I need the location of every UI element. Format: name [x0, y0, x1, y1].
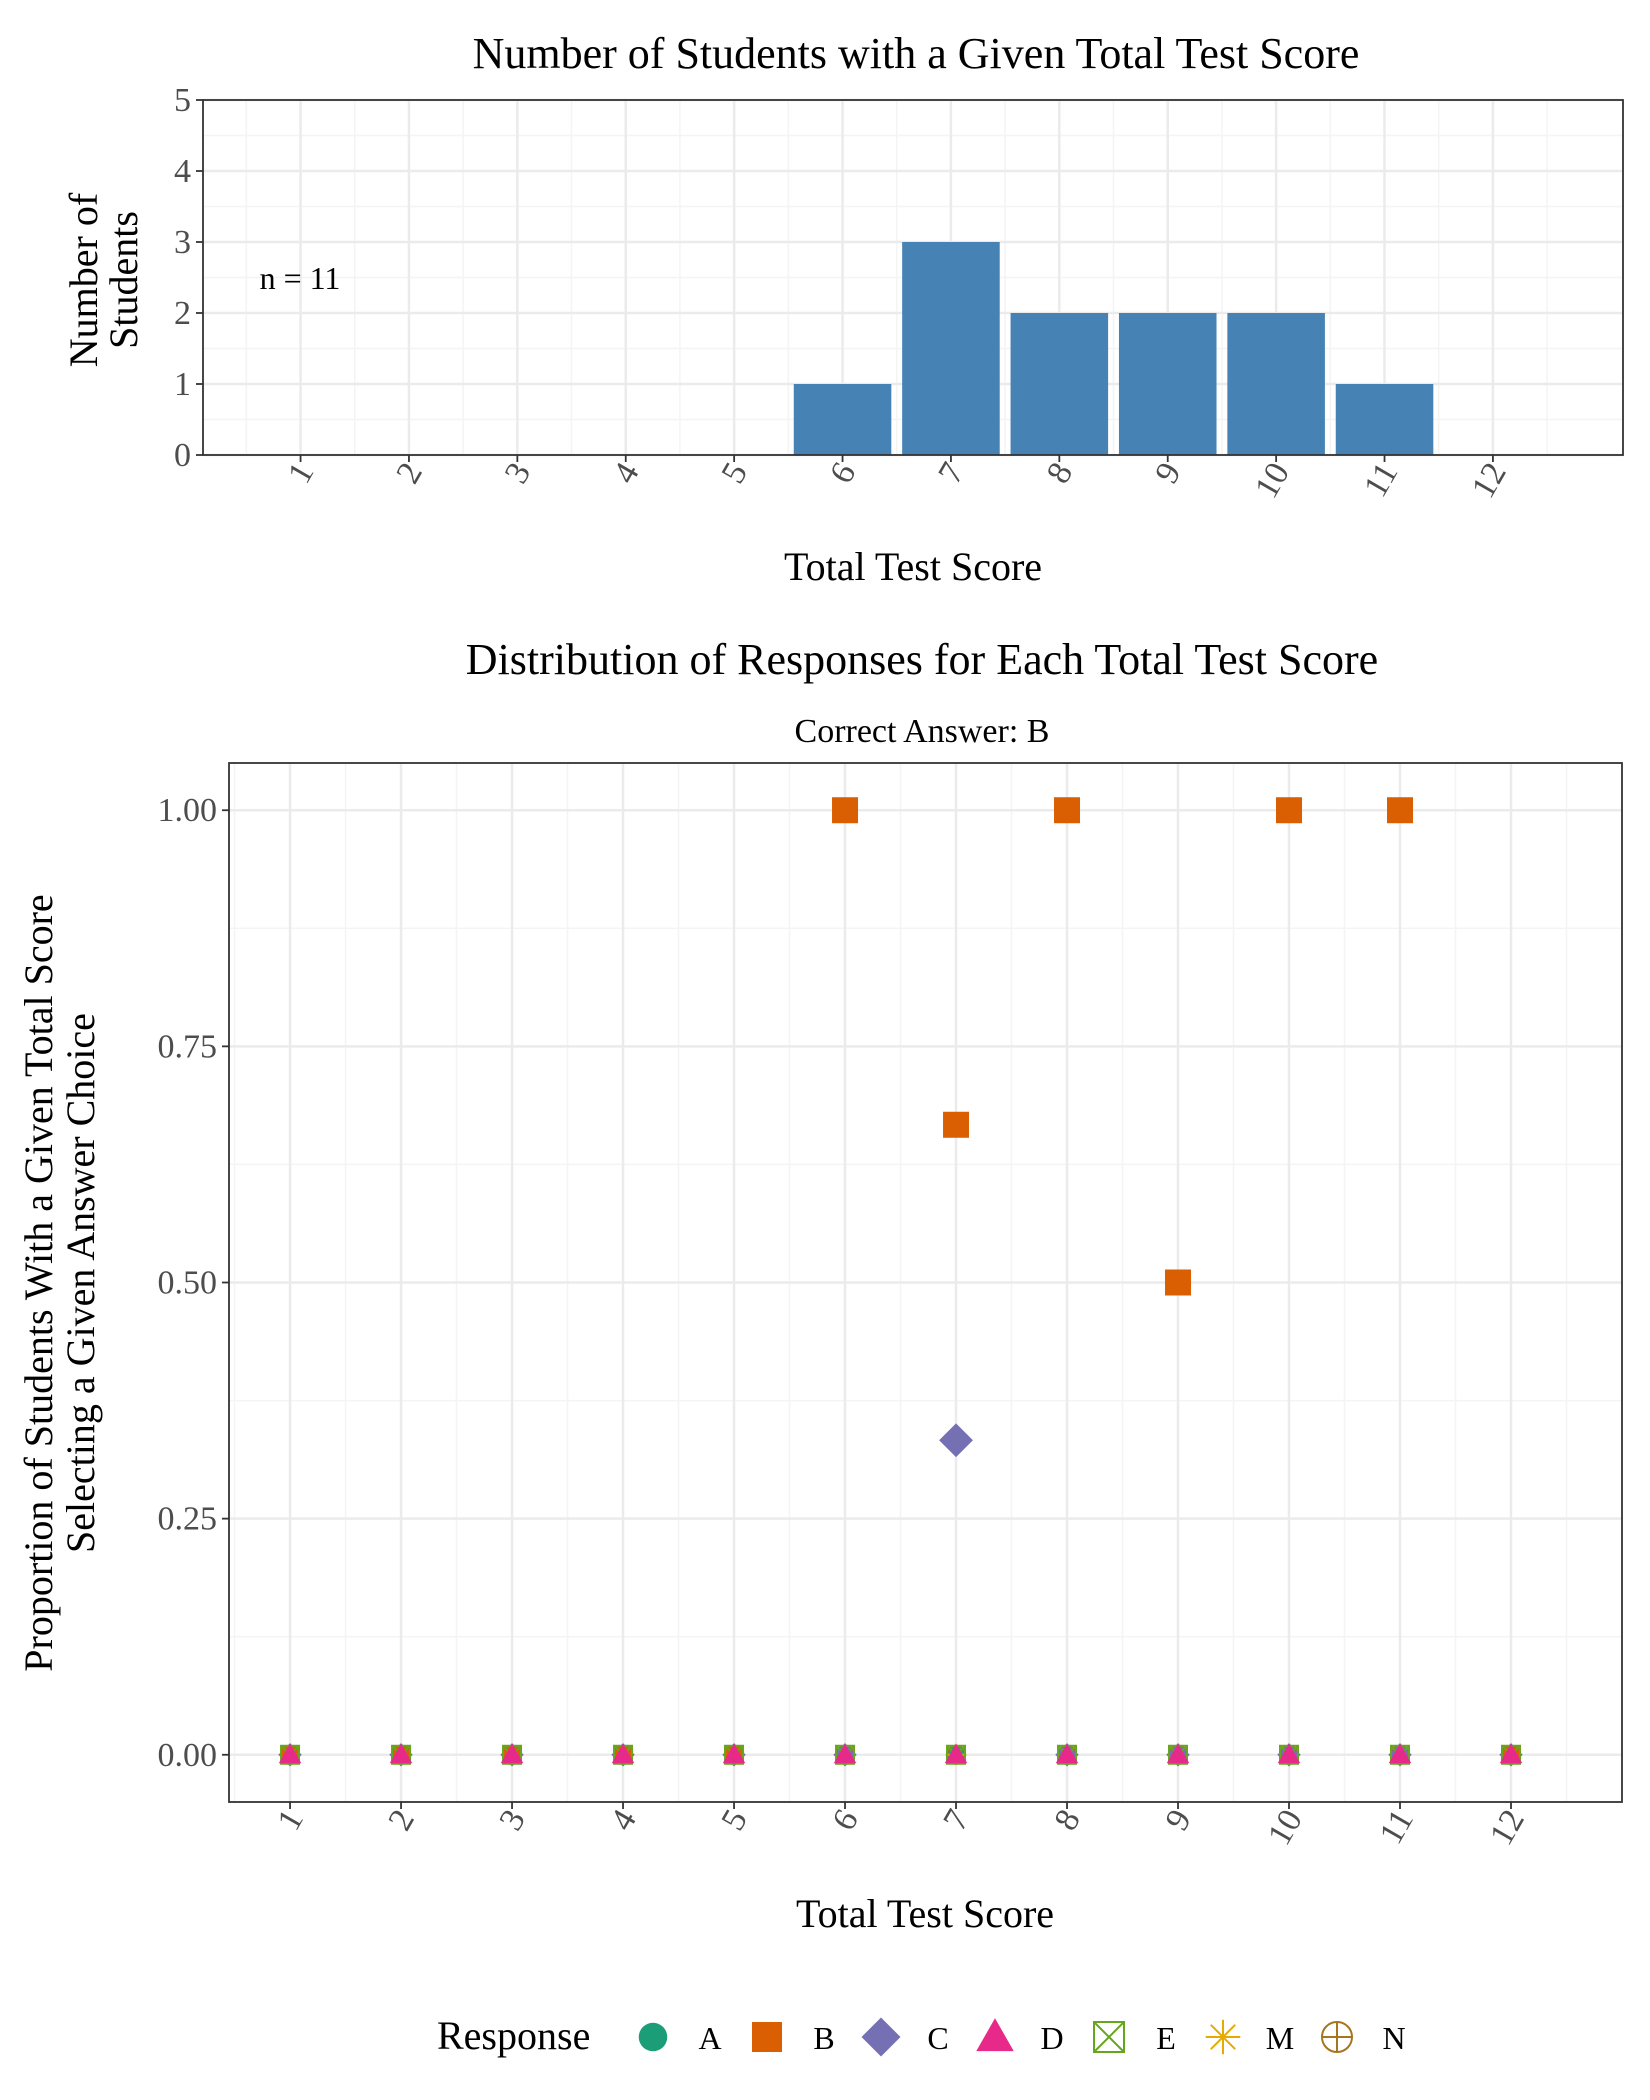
chart2-y-tick-label: 0.50 [158, 1265, 218, 1302]
chart1-x-tick-label: 11 [1357, 457, 1405, 504]
chart1-x-tick-label: 10 [1248, 457, 1297, 505]
chart1-title: Number of Students with a Given Total Te… [473, 29, 1360, 78]
chart2-subtitle: Correct Answer: B [795, 713, 1050, 750]
chart1-x-label: Total Test Score [784, 544, 1042, 589]
response-distribution-chart: Distribution of Responses for Each Total… [16, 635, 1623, 1936]
point-c-score-7 [939, 1423, 973, 1458]
legend-key-b [752, 2022, 782, 2052]
chart1-panel-border [202, 99, 1624, 456]
legend-key-a [638, 2022, 668, 2052]
bar-score-10 [1227, 313, 1325, 455]
chart2-y-label: Proportion of Students With a Given Tota… [16, 894, 103, 1671]
chart1-x-axis: 1 2 3 4 5 6 7 8 9 10 11 12 [281, 455, 1514, 504]
legend-item-b: B [752, 2020, 835, 2056]
chart2-y-tick-label: 0.75 [158, 1028, 218, 1065]
legend-item-n: N [1321, 2020, 1406, 2056]
chart2-x-axis: 1 2 3 4 5 6 7 8 9 10 11 12 [270, 1802, 1532, 1852]
chart2-y-tick-label: 1.00 [158, 792, 218, 829]
chart1-x-tick-label: 12 [1465, 457, 1514, 505]
legend-item-m: M [1205, 2019, 1294, 2056]
point-d-score-11 [1388, 1743, 1412, 1764]
legend-label-c: C [927, 2020, 948, 2056]
point-d-score-4 [611, 1743, 635, 1764]
chart2-points [278, 797, 1523, 1767]
chart2-y-tick-label: 0.25 [158, 1501, 218, 1538]
bar-score-11 [1335, 384, 1434, 455]
chart2-y-label-line1: Proportion of Students With a Given Tota… [16, 894, 61, 1671]
bar-score-7 [902, 242, 1000, 455]
point-d-score-5 [722, 1743, 746, 1764]
legend-item-c: C [861, 2017, 949, 2057]
chart1-y-tick-label: 1 [174, 366, 191, 403]
legend-key-m [1205, 2019, 1241, 2055]
legend-label-n: N [1382, 2020, 1405, 2056]
legend-label-b: B [813, 2020, 834, 2056]
chart1-y-axis: 0 1 2 3 4 5 [174, 82, 203, 474]
legend-key-e [1093, 2021, 1125, 2053]
chart2-y-tick-label: 0.00 [158, 1737, 218, 1774]
point-d-score-6 [833, 1743, 857, 1764]
legend-label-m: M [1266, 2020, 1294, 2056]
point-b-score-8 [1054, 797, 1081, 824]
bar-score-9 [1118, 313, 1217, 455]
point-b-score-10 [1276, 797, 1303, 824]
chart1-bars [793, 242, 1434, 455]
legend-label-e: E [1156, 2020, 1176, 2056]
legend-item-d: D [976, 2018, 1064, 2056]
chart2-y-label-line2: Selecting a Given Answer Choice [58, 1013, 103, 1553]
legend-key-d [976, 2018, 1014, 2052]
chart2-x-tick-label: 10 [1261, 1804, 1310, 1852]
chart1-y-tick-label: 4 [174, 153, 191, 190]
chart2-grid [229, 763, 1622, 1802]
chart1-y-label-line1: Number of [61, 192, 106, 367]
chart1-y-label-line2: Students [101, 211, 146, 349]
point-d-score-2 [389, 1743, 413, 1764]
chart2-x-tick-label: 11 [1373, 1804, 1421, 1851]
point-d-score-7 [944, 1743, 968, 1764]
legend-item-a: A [638, 2020, 722, 2056]
chart2-x-label: Total Test Score [796, 1891, 1054, 1936]
point-b-score-9 [1165, 1269, 1192, 1296]
legend: Response A B C D E M N [437, 2013, 1406, 2058]
point-d-score-3 [500, 1743, 524, 1764]
bar-score-8 [1010, 313, 1109, 455]
point-d-score-1 [278, 1743, 302, 1764]
chart2-y-axis: 0.00 0.25 0.50 0.75 1.00 [158, 792, 229, 1774]
chart2-title: Distribution of Responses for Each Total… [466, 635, 1378, 684]
legend-title: Response [437, 2013, 590, 2058]
chart1-annotation: n = 11 [260, 260, 341, 296]
point-d-score-12 [1499, 1743, 1523, 1764]
point-d-score-8 [1055, 1743, 1079, 1764]
chart2-x-tick-label: 12 [1483, 1804, 1532, 1852]
chart1-y-tick-label: 0 [174, 437, 191, 474]
point-d-score-10 [1277, 1743, 1301, 1764]
legend-item-e: E [1093, 2020, 1176, 2056]
point-b-score-11 [1387, 797, 1414, 824]
point-b-score-7 [943, 1111, 970, 1138]
student-count-chart: Number of Students with a Given Total Te… [61, 29, 1624, 589]
legend-key-n [1321, 2021, 1353, 2053]
point-b-score-6 [832, 797, 859, 824]
legend-label-a: A [698, 2020, 721, 2056]
legend-key-c [861, 2017, 901, 2057]
bar-score-6 [793, 384, 892, 455]
chart1-y-tick-label: 2 [174, 295, 191, 332]
point-d-score-9 [1166, 1743, 1190, 1764]
chart1-y-tick-label: 5 [174, 82, 191, 119]
legend-label-d: D [1040, 2020, 1063, 2056]
chart1-y-tick-label: 3 [174, 224, 191, 261]
chart1-y-label: Number of Students [61, 192, 146, 367]
